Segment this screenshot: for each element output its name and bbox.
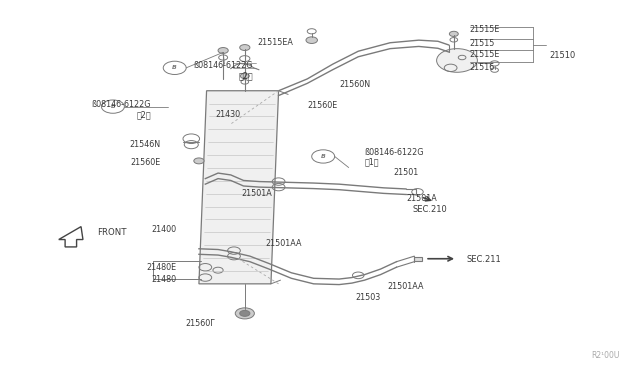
Text: ß08146-6122G: ß08146-6122G [193, 61, 253, 70]
Text: ß08146-6122G: ß08146-6122G [365, 148, 424, 157]
Text: 21501A: 21501A [406, 195, 436, 203]
Text: 21546N: 21546N [129, 140, 161, 149]
Text: SEC.211: SEC.211 [467, 254, 501, 264]
Text: 21560Γ: 21560Γ [185, 319, 215, 328]
Text: 21515: 21515 [470, 39, 495, 48]
Text: R2¹00U: R2¹00U [591, 350, 620, 359]
Text: （2）: （2） [239, 71, 253, 80]
Circle shape [194, 158, 204, 164]
Text: 21501: 21501 [394, 168, 419, 177]
Text: 21515E: 21515E [470, 51, 500, 60]
Text: 21560E: 21560E [131, 157, 161, 167]
Text: 21515E: 21515E [470, 25, 500, 34]
Text: 21515EA: 21515EA [257, 38, 293, 47]
Circle shape [436, 49, 477, 72]
Text: 21480: 21480 [152, 275, 177, 283]
Text: 21516: 21516 [470, 62, 495, 72]
Text: （2）: （2） [136, 110, 151, 119]
Text: B: B [321, 154, 326, 159]
Circle shape [240, 310, 250, 316]
Circle shape [241, 73, 249, 78]
Polygon shape [59, 227, 83, 247]
Circle shape [218, 48, 228, 54]
Text: B: B [172, 65, 177, 70]
Text: 21503: 21503 [355, 293, 380, 302]
Circle shape [240, 45, 250, 51]
Circle shape [306, 37, 317, 44]
Text: 21501AA: 21501AA [266, 239, 302, 248]
Text: 21501A: 21501A [241, 189, 272, 198]
Text: 21560N: 21560N [339, 80, 371, 89]
Text: 21400: 21400 [152, 225, 177, 234]
Text: 21501AA: 21501AA [387, 282, 424, 291]
Circle shape [449, 31, 458, 36]
Text: FRONT: FRONT [97, 228, 127, 237]
Text: 21480E: 21480E [147, 263, 177, 272]
Text: ß08146-6122G: ß08146-6122G [92, 100, 151, 109]
Text: 21430: 21430 [215, 109, 241, 119]
Circle shape [236, 308, 254, 319]
Text: SEC.210: SEC.210 [412, 205, 447, 215]
Polygon shape [199, 91, 278, 284]
Text: （1）: （1） [365, 157, 379, 167]
Text: 21510: 21510 [549, 51, 575, 60]
Bar [414, 257, 422, 260]
Text: B: B [111, 104, 115, 109]
Text: 21560E: 21560E [307, 101, 337, 110]
